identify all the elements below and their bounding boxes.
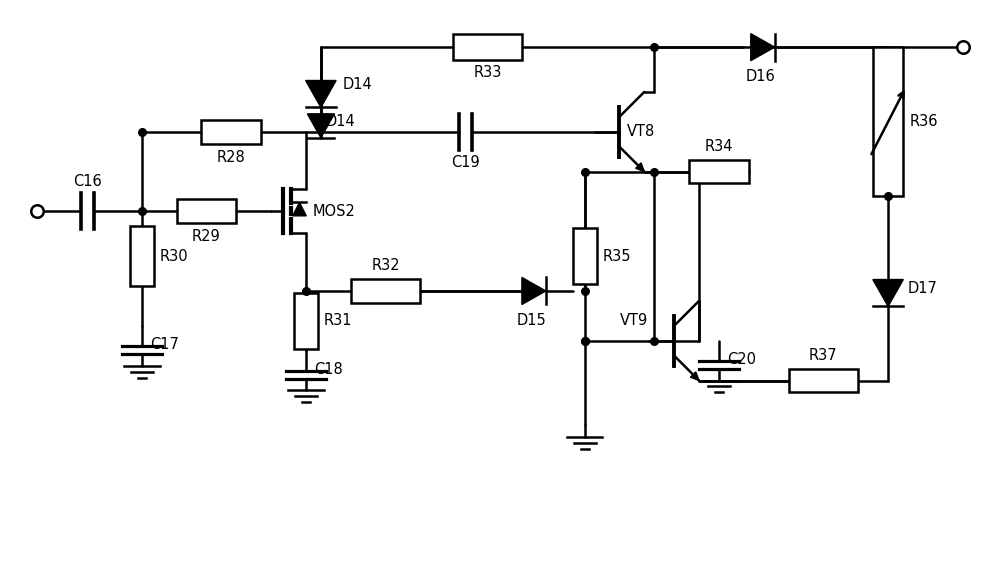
Text: C20: C20 — [727, 352, 756, 367]
Text: D14: D14 — [326, 114, 356, 129]
Text: R37: R37 — [809, 348, 838, 363]
Polygon shape — [690, 372, 699, 380]
Bar — [789, 368, 858, 392]
Text: R36: R36 — [910, 114, 938, 129]
Bar — [351, 279, 420, 303]
Bar — [453, 34, 522, 60]
Text: VT8: VT8 — [627, 125, 656, 139]
Text: D14: D14 — [343, 77, 373, 92]
Text: C18: C18 — [314, 362, 343, 377]
Text: C19: C19 — [451, 155, 480, 170]
Bar — [294, 293, 318, 349]
Polygon shape — [751, 33, 775, 61]
Polygon shape — [636, 163, 644, 171]
Text: C16: C16 — [73, 174, 101, 190]
Text: VT9: VT9 — [619, 314, 648, 328]
Text: R30: R30 — [160, 248, 188, 264]
Text: R28: R28 — [217, 149, 246, 165]
Text: D15: D15 — [517, 313, 547, 328]
Text: R35: R35 — [602, 248, 631, 264]
Polygon shape — [307, 114, 334, 138]
Text: R31: R31 — [324, 314, 352, 328]
Text: D16: D16 — [746, 69, 776, 84]
Text: R33: R33 — [473, 65, 502, 80]
Polygon shape — [306, 80, 336, 108]
Bar — [201, 120, 261, 144]
Text: D17: D17 — [908, 281, 938, 296]
Polygon shape — [522, 277, 546, 305]
Bar — [873, 47, 903, 196]
Text: R29: R29 — [192, 229, 221, 245]
Polygon shape — [293, 203, 306, 216]
Text: C17: C17 — [150, 337, 179, 352]
Bar — [689, 160, 749, 183]
Polygon shape — [873, 280, 903, 306]
Bar — [573, 228, 597, 284]
Text: R32: R32 — [371, 258, 400, 273]
Bar — [130, 226, 154, 286]
Text: R34: R34 — [705, 139, 733, 153]
Bar — [177, 199, 236, 224]
Text: MOS2: MOS2 — [313, 204, 356, 219]
